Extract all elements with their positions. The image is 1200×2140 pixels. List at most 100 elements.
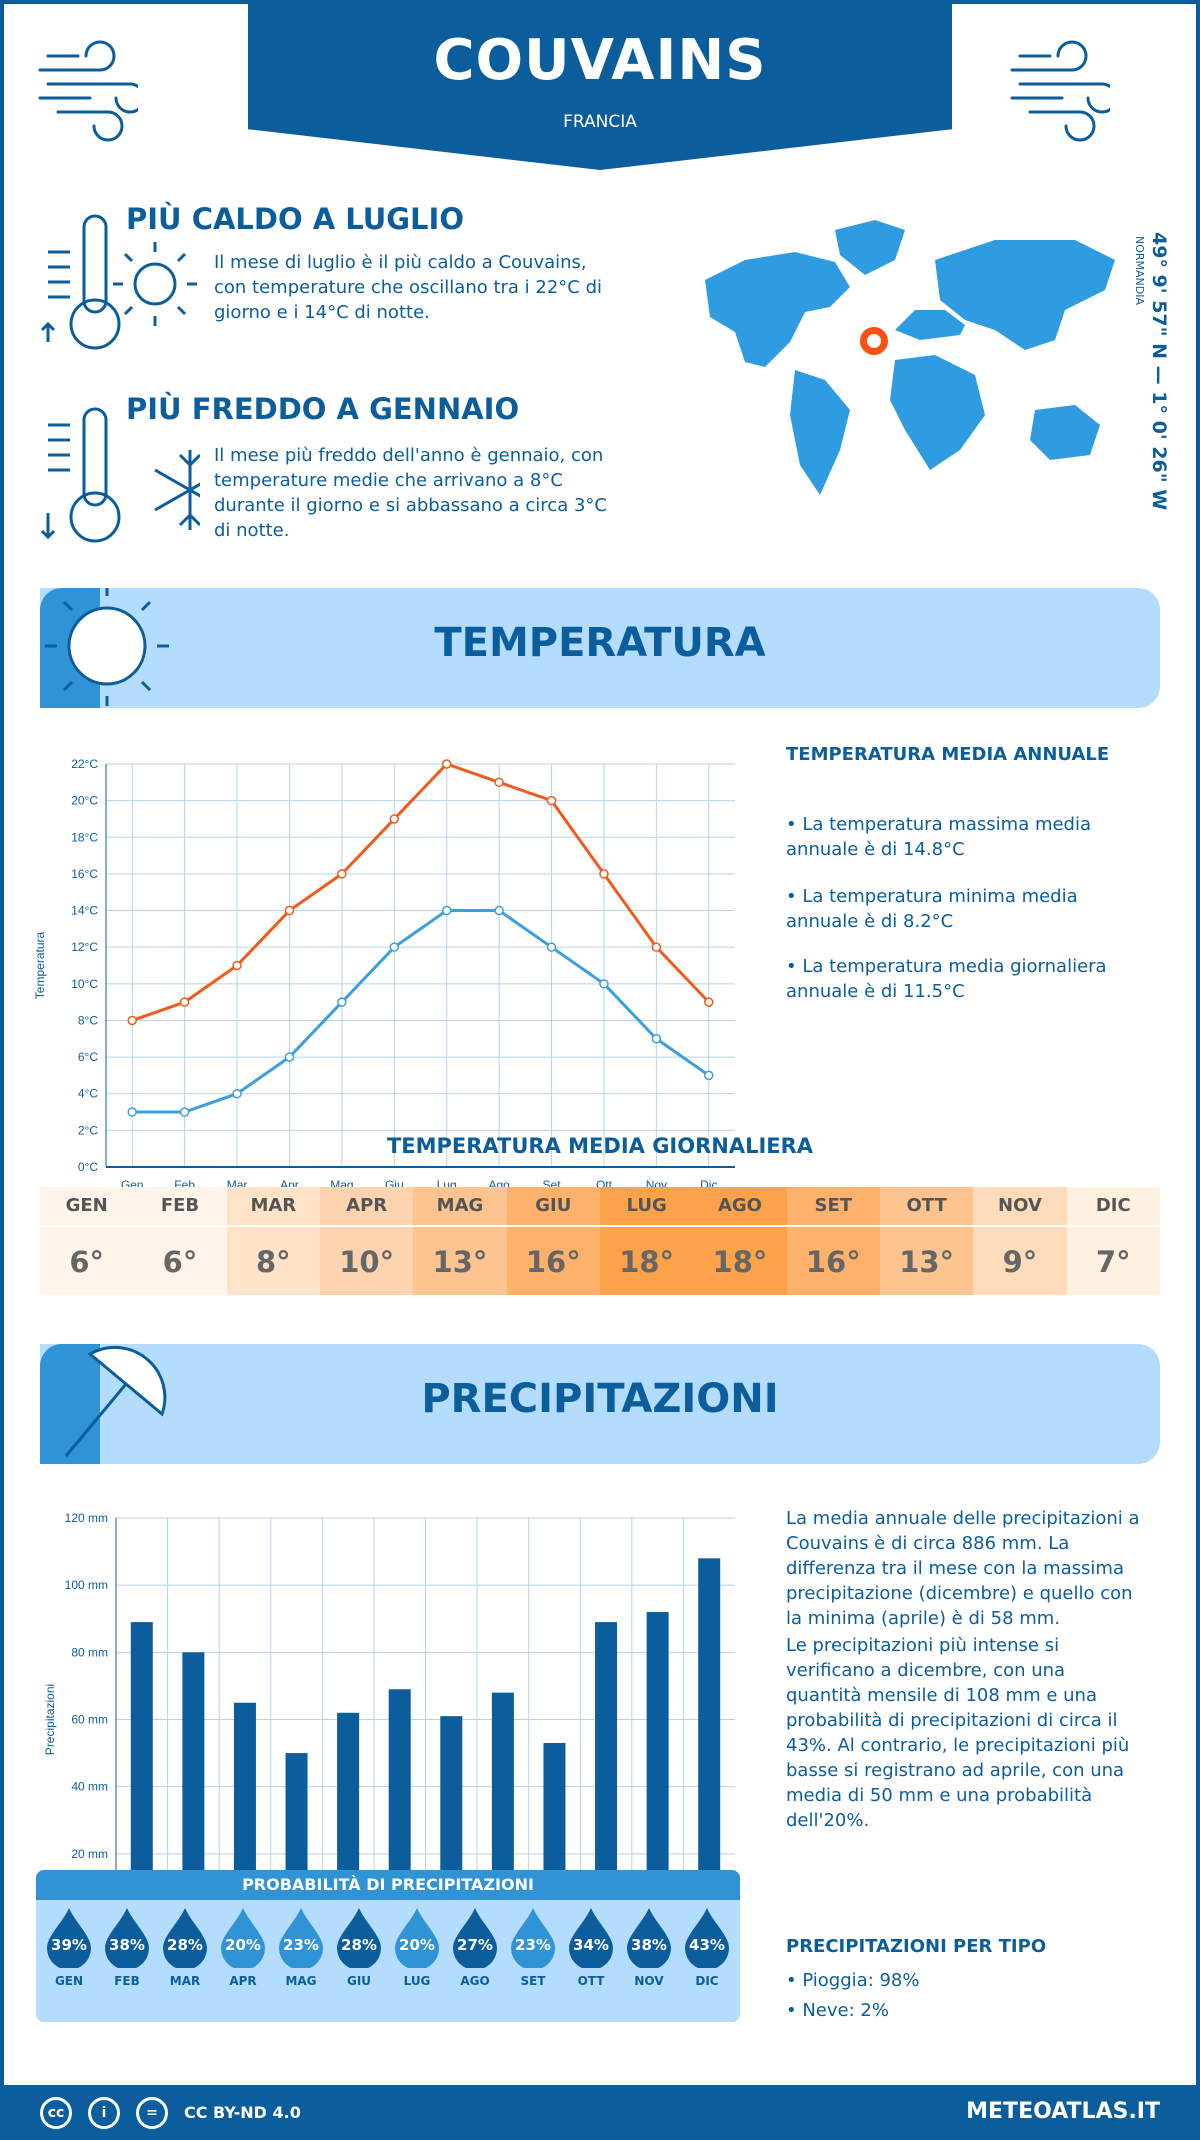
cold-title: PIÙ FREDDO A GENNAIO: [126, 392, 520, 426]
daily-temp-cell: LUG 18°: [599, 1187, 694, 1295]
precip-probability-panel: PROBABILITÀ DI PRECIPITAZIONI 39% GEN 38% F…: [36, 1870, 740, 2022]
month-label: GIU: [535, 1195, 572, 1216]
bar: [595, 1622, 618, 1921]
raindrop-icon: [279, 1908, 323, 1968]
bar: [337, 1712, 360, 1921]
world-map: [705, 220, 1115, 495]
data-point: [127, 1015, 137, 1026]
precip-probability-drop: 39% GEN: [42, 1908, 96, 1988]
data-point: [599, 979, 609, 989]
precipitation-title: PRECIPITAZIONI: [421, 1376, 779, 1422]
bar: [698, 1558, 721, 1921]
y-tick-label: 2°C: [78, 1123, 98, 1137]
daily-temp-value: 13°: [879, 1225, 974, 1295]
daily-temp-cell: GEN 6°: [40, 1187, 134, 1295]
precip-probability-drop: 43% DIC: [680, 1908, 734, 1988]
data-point: [494, 905, 504, 916]
y-tick-label: 10°C: [71, 977, 98, 991]
data-point: [232, 960, 242, 971]
raindrop-icon: [105, 1908, 149, 1968]
daily-temp-value: 6°: [133, 1225, 227, 1295]
daily-temp-cell: GIU 16°: [506, 1187, 600, 1295]
bar: [491, 1692, 514, 1921]
month-label: MAR: [250, 1195, 297, 1216]
y-tick-label: 8°C: [78, 1013, 98, 1027]
annual-temp-min: • La temperatura minima media annuale è …: [786, 886, 1078, 932]
series-line: [131, 762, 710, 1022]
month-label: NOV: [998, 1195, 1042, 1216]
y-tick-label: 12°C: [71, 940, 98, 954]
daily-temp-value: 8°: [226, 1225, 320, 1295]
y-tick-label: 18°C: [71, 830, 98, 844]
attribution-icon: i: [88, 2097, 120, 2129]
y-tick-label: 22°C: [71, 757, 98, 771]
month-label: MAG: [285, 1974, 317, 1988]
daily-temp-value: 13°: [413, 1225, 507, 1295]
data-point: [441, 905, 452, 916]
month-label: GEN: [54, 1974, 84, 1988]
data-point: [127, 1107, 137, 1117]
precip-probability-title: PROBABILITÀ DI PRECIPITAZIONI: [36, 1870, 740, 1900]
cold-text: Il mese più freddo dell'anno è gennaio, …: [214, 445, 607, 541]
hot-title: PIÙ CALDO A LUGLIO: [126, 202, 464, 236]
month-label: MAG: [436, 1195, 484, 1216]
raindrop-icon: [337, 1908, 381, 1968]
daily-temp-cell: OTT 13°: [879, 1187, 974, 1295]
raindrop-icon: [627, 1908, 671, 1968]
raindrop-icon: [221, 1908, 265, 1968]
precip-summary: La media annuale delle precipitazioni a …: [786, 1508, 1140, 1629]
probability-value: 34%: [573, 1936, 609, 1954]
precip-probability-drop: 28% MAR: [158, 1908, 212, 1988]
coordinates: 49° 9' 57" N — 1° 0' 26" W: [1148, 232, 1170, 511]
precip-probability-drop: 28% GIU: [332, 1908, 386, 1988]
month-label: MAR: [169, 1974, 201, 1988]
y-tick-label: 16°C: [71, 867, 98, 881]
daily-temp-value: 16°: [506, 1225, 600, 1295]
data-point: [704, 1070, 714, 1081]
data-point: [232, 1088, 242, 1099]
month-label: LUG: [403, 1974, 431, 1988]
data-point: [546, 942, 557, 952]
probability-value: 38%: [109, 1936, 145, 1954]
wind-icon: [38, 40, 138, 142]
y-tick-label: 20 mm: [71, 1847, 108, 1861]
precip-type-snow: • Neve: 2%: [786, 2000, 889, 2021]
probability-value: 20%: [399, 1936, 435, 1954]
site-link[interactable]: METEOATLAS.IT: [966, 2099, 1160, 2124]
bar: [233, 1702, 256, 1921]
month-label: DIC: [695, 1974, 719, 1988]
probability-value: 20%: [225, 1936, 261, 1954]
data-point: [179, 997, 190, 1007]
temperature-title: TEMPERATURA: [434, 620, 766, 666]
month-label: OTT: [906, 1195, 947, 1216]
raindrop-icon: [163, 1908, 207, 1968]
precip-probability-drop: 20% APR: [216, 1908, 270, 1988]
daily-temp-value: 18°: [599, 1225, 694, 1295]
thermometer-cold-icon: [40, 407, 200, 543]
annual-temp-title: TEMPERATURA MEDIA ANNUALE: [786, 744, 1110, 765]
daily-temp-value: 16°: [786, 1225, 880, 1295]
probability-value: 28%: [167, 1936, 203, 1954]
annual-temp-mean: • La temperatura media giornaliera annua…: [786, 956, 1107, 1002]
probability-value: 28%: [341, 1936, 377, 1954]
data-point: [337, 869, 347, 879]
data-point: [389, 942, 400, 952]
probability-value: 39%: [51, 1936, 87, 1954]
month-label: GIU: [346, 1974, 372, 1988]
license-label[interactable]: CC BY-ND 4.0: [184, 2103, 301, 2122]
thermometer-hot-icon: [40, 214, 197, 350]
data-point: [179, 1107, 190, 1117]
raindrop-icon: [511, 1908, 555, 1968]
city-title: COUVAINS: [433, 28, 767, 93]
month-label: FEB: [160, 1195, 200, 1216]
daily-temp-value: 9°: [973, 1225, 1067, 1295]
data-point: [284, 1052, 295, 1062]
daily-temp-cell: SET 16°: [786, 1187, 880, 1295]
data-point: [546, 795, 557, 806]
precip-probability-drop: 23% SET: [506, 1908, 560, 1988]
daily-temp-value: 6°: [40, 1225, 134, 1295]
footer: cc i = CC BY-ND 4.0 METEOATLAS.IT: [0, 2085, 1200, 2140]
header-banner: COUVAINS FRANCIA: [248, 0, 952, 170]
probability-value: 38%: [631, 1936, 667, 1954]
daily-temp-value: 7°: [1066, 1225, 1160, 1295]
